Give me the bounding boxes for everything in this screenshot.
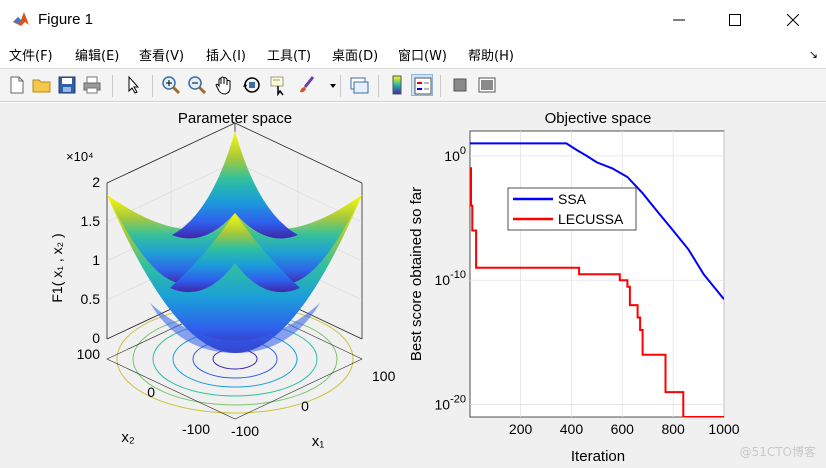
matlab-logo-icon xyxy=(12,10,30,28)
objective-series xyxy=(470,142,724,417)
legend-box xyxy=(507,187,637,231)
window-titlebar: Figure 1 xyxy=(0,0,826,40)
objective-x-label: Iteration xyxy=(571,448,625,465)
menu-bar: 文件(F) 编辑(E) 查看(V) 插入(I) 工具(T) 桌面(D) 窗口(W… xyxy=(0,40,826,68)
menu-desktop[interactable]: 桌面(D) xyxy=(332,49,379,64)
z-tick-label: 0 xyxy=(92,330,100,346)
objective-plot: Objective space 200 400 600 800 1000 100 10-10… xyxy=(408,110,740,465)
paraboloid-surface xyxy=(107,131,362,353)
brush-icon[interactable] xyxy=(296,74,318,96)
show-plot-tools-icon[interactable] xyxy=(476,74,498,96)
open-icon[interactable] xyxy=(31,74,53,96)
z-tick-label: 1.5 xyxy=(81,213,101,229)
pointer-icon[interactable] xyxy=(122,74,144,96)
x1-tick-label: 0 xyxy=(301,398,309,414)
minimize-button[interactable] xyxy=(656,0,702,40)
data-cursor-icon[interactable] xyxy=(268,74,290,97)
figure-svg: Parameter space xyxy=(49,110,740,465)
hide-plot-tools-icon[interactable] xyxy=(449,74,471,96)
menu-window[interactable]: 窗口(W) xyxy=(398,49,447,64)
objective-legend: SSA LECUSSA xyxy=(507,187,637,231)
z-tick-label: 1 xyxy=(92,252,100,268)
series-line-lecussa xyxy=(470,167,724,417)
toolbar-separator xyxy=(112,75,113,97)
watermark-text: @51CTO博客 xyxy=(739,445,816,459)
save-icon[interactable] xyxy=(56,74,78,96)
zoom-out-icon[interactable] xyxy=(186,74,208,96)
menu-edit[interactable]: 编辑(E) xyxy=(75,49,120,64)
new-figure-icon[interactable] xyxy=(6,74,28,96)
z-axis: 0 0.5 1 1.5 2 ×10⁴ xyxy=(66,149,100,346)
x-tick-label: 800 xyxy=(661,421,685,437)
pan-hand-icon[interactable] xyxy=(213,74,235,96)
x-tick-label: 400 xyxy=(560,421,584,437)
maximize-button[interactable] xyxy=(712,0,758,40)
y-tick-label: 10-10 xyxy=(435,269,466,288)
x-tick-label: 1000 xyxy=(708,421,739,437)
x-tick-label: 600 xyxy=(611,421,635,437)
x2-tick-label: 100 xyxy=(77,346,101,362)
y-tick-label: 100 xyxy=(444,145,466,164)
x2-tick-label: 0 xyxy=(147,384,155,400)
colorbar-icon[interactable] xyxy=(386,74,408,96)
x-tick-label: 200 xyxy=(509,421,533,437)
x2-tick-label: -100 xyxy=(182,421,210,437)
link-plot-icon[interactable] xyxy=(348,74,370,96)
y-tick-label: 10-20 xyxy=(435,394,466,413)
surface-plot: Parameter space xyxy=(49,110,396,450)
z-tick-label: 2 xyxy=(92,174,100,190)
x2-axis: 100 0 -100 x₂ xyxy=(77,346,211,446)
objective-title: Objective space xyxy=(545,110,652,127)
menu-insert[interactable]: 插入(I) xyxy=(206,49,246,64)
print-icon[interactable] xyxy=(81,74,103,96)
toolbar-separator xyxy=(440,75,441,97)
close-button[interactable] xyxy=(770,0,816,40)
x1-axis: 100 0 -100 x₁ xyxy=(231,368,396,450)
zoom-in-icon[interactable] xyxy=(160,74,182,96)
z-tick-label: 0.5 xyxy=(81,291,101,307)
brush-dropdown-icon[interactable] xyxy=(322,74,336,96)
legend-label-ssa: SSA xyxy=(558,191,587,207)
x2-axis-label: x₂ xyxy=(121,429,135,446)
x1-axis-label: x₁ xyxy=(312,433,325,450)
menu-help[interactable]: 帮助(H) xyxy=(468,49,514,64)
rotate-3d-icon[interactable] xyxy=(241,74,263,96)
figure-toolbar xyxy=(0,68,826,102)
objective-y-label: Best score obtained so far xyxy=(408,187,425,361)
figure-canvas: Parameter space xyxy=(0,103,826,468)
menu-view[interactable]: 查看(V) xyxy=(139,49,185,64)
toolbar-separator xyxy=(340,75,341,97)
window-title: Figure 1 xyxy=(38,11,94,28)
objective-ticks: 200 400 600 800 1000 100 10-10 10-20 xyxy=(435,145,740,437)
z-exponent-label: ×10⁴ xyxy=(66,149,94,164)
arrow-icon[interactable]: ↘ xyxy=(808,49,818,61)
legend-icon[interactable] xyxy=(411,74,433,96)
x1-tick-label: -100 xyxy=(231,423,259,439)
z-axis-label: F1( x₁ , x₂ ) xyxy=(49,233,65,302)
toolbar-separator xyxy=(152,75,153,97)
legend-label-lecussa: LECUSSA xyxy=(558,211,624,227)
objective-grid xyxy=(470,131,725,417)
toolbar-separator xyxy=(378,75,379,97)
surface-title: Parameter space xyxy=(178,110,292,127)
x1-tick-label: 100 xyxy=(372,368,396,384)
menu-file[interactable]: 文件(F) xyxy=(9,49,53,64)
series-line-ssa xyxy=(470,142,724,300)
menu-tools[interactable]: 工具(T) xyxy=(267,49,312,64)
